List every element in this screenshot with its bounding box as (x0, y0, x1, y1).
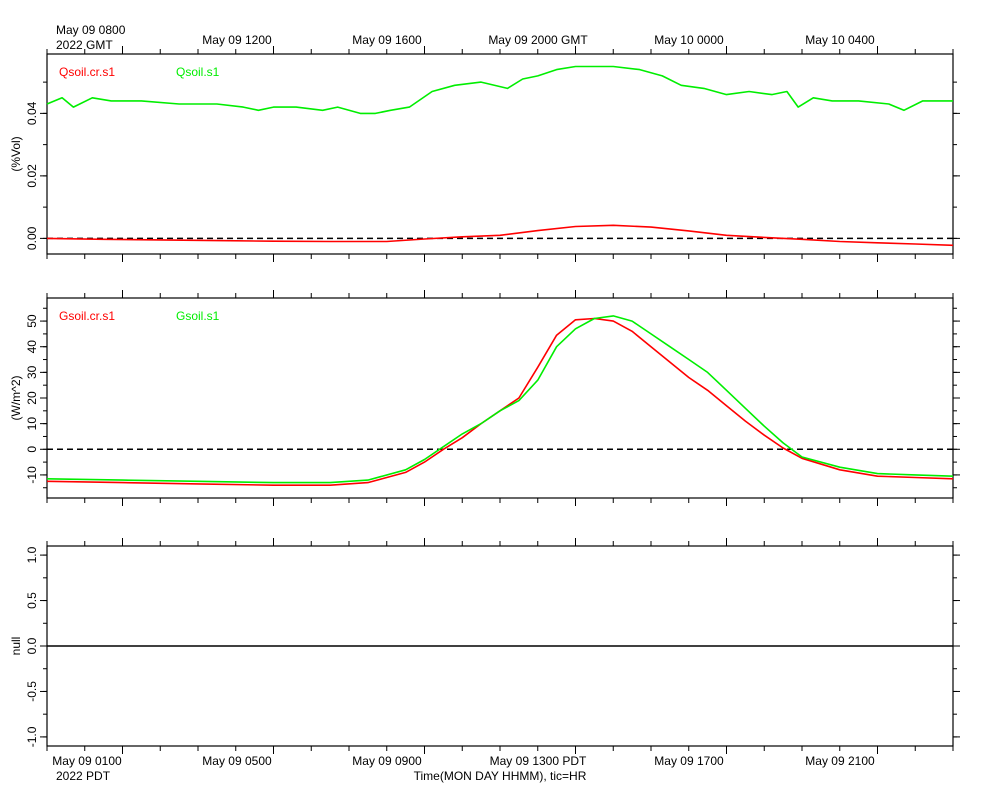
y-tick-label: 0.0 (25, 637, 39, 654)
bottom-axis-year-label: 2022 PDT (56, 769, 111, 783)
legend-entry-Qsoil-s1: Qsoil.s1 (176, 65, 220, 79)
series-line-Qsoil-s1 (46, 65, 953, 115)
plot-frame (46, 297, 954, 499)
bottom-time-axis: May 09 0100 May 09 0500 May 09 0900 May … (52, 754, 875, 783)
y-tick-label: 1.0 (25, 546, 39, 563)
panel-soil-moisture: 0.00 0.02 0.04(%Vol) Qsoil.cr.s1 Qsoil.s1 (9, 46, 960, 262)
legend-entry-Gsoil-s1: Gsoil.s1 (176, 309, 220, 323)
series-line-Gsoil-cr-s1 (46, 317, 954, 487)
top-axis-label-3: May 09 2000 GMT (488, 33, 588, 47)
y-tick-label: 10 (25, 417, 39, 431)
bottom-axis-label-3: May 09 1300 PDT (490, 754, 587, 768)
legend-entry-Qsoil-cr-s1: Qsoil.cr.s1 (59, 65, 115, 79)
bottom-axis-label-4: May 09 1700 (654, 754, 724, 768)
y-tick-label: 20 (25, 391, 39, 405)
bottom-axis-label-0: May 09 0100 (52, 754, 122, 768)
y-tick-label: 0.5 (25, 592, 39, 609)
top-axis-label-0: 2022 GMT (56, 38, 113, 52)
y-tick-label: 50 (25, 314, 39, 328)
y-tick-label: 0.02 (25, 164, 39, 188)
y-tick-label: 30 (25, 365, 39, 379)
top-axis-label-line1-0: May 09 0800 (56, 23, 126, 37)
series-line-Qsoil-cr-s1 (46, 224, 954, 247)
series-line-Gsoil-s1 (46, 315, 954, 484)
bottom-axis-label-5: May 09 2100 (805, 754, 875, 768)
y-tick-label: 40 (25, 340, 39, 354)
bottom-axis-label-2: May 09 0900 (352, 754, 422, 768)
y-axis-label: (W/m^2) (9, 376, 23, 421)
y-tick-label: -1.0 (25, 726, 39, 747)
plot-frame (46, 53, 954, 255)
bottom-axis-title: Time(MON DAY HHMM), tic=HR (414, 769, 587, 783)
y-tick-label: -10 (25, 466, 39, 484)
y-axis-label: (%Vol) (9, 136, 23, 171)
top-axis-label-4: May 10 0000 (654, 33, 724, 47)
y-axis-label: null (9, 637, 23, 656)
y-tick-label: 0 (25, 446, 39, 453)
top-time-axis: May 09 0800 2022 GMT May 09 1200 May 09 … (56, 23, 875, 52)
top-axis-label-2: May 09 1600 (352, 33, 422, 47)
y-tick-label: 0.04 (25, 101, 39, 125)
panel-null: -1.0 -0.5 0.0 0.5 1.0 null (9, 538, 960, 754)
y-tick-label: 0.00 (25, 226, 39, 250)
y-tick-label: -0.5 (25, 681, 39, 702)
panel-soil-heat-flux: -10 0 10 20 30 40 50 (W/m^2) Gsoil.cr.s1 Gsoil.s1 (9, 290, 960, 506)
legend-entry-Gsoil-cr-s1: Gsoil.cr.s1 (59, 309, 115, 323)
bottom-axis-label-1: May 09 0500 (202, 754, 272, 768)
top-axis-label-1: May 09 1200 (202, 33, 272, 47)
top-axis-label-5: May 10 0400 (805, 33, 875, 47)
